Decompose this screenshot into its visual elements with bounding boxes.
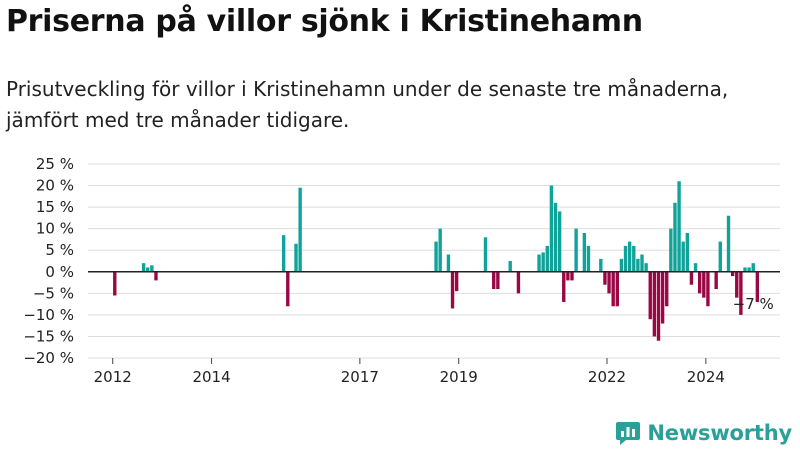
bar — [154, 271, 158, 281]
bar — [619, 258, 624, 272]
bar — [146, 267, 150, 272]
bar — [644, 263, 648, 272]
bar — [562, 271, 566, 302]
y-tick-label: −20 % — [23, 349, 74, 367]
bar — [541, 252, 545, 272]
bar — [689, 271, 694, 285]
bar — [627, 241, 632, 272]
bar — [492, 271, 496, 290]
bar — [603, 271, 607, 285]
bar — [730, 271, 735, 277]
x-tick-label: 2019 — [440, 368, 478, 386]
y-axis-labels: 25 % 20 % 15 % 10 % 5 % 0 % −5 % −10 % −15 % −20 … — [23, 155, 74, 367]
bar — [755, 271, 760, 302]
bar — [632, 245, 636, 272]
y-tick-label: −10 % — [23, 306, 74, 324]
bar — [483, 237, 488, 272]
bar — [656, 271, 661, 341]
bar — [553, 202, 558, 272]
bar — [747, 267, 751, 272]
bar — [582, 232, 587, 272]
bar — [281, 235, 286, 272]
bar — [286, 271, 290, 307]
bar — [718, 241, 722, 272]
bar — [446, 254, 451, 272]
y-tick-label: 15 % — [36, 198, 74, 216]
bar — [615, 271, 619, 307]
bar — [702, 271, 706, 298]
bar — [677, 181, 681, 272]
bar — [298, 187, 302, 272]
bar — [566, 271, 570, 281]
x-tick-label: 2017 — [341, 368, 379, 386]
x-tick-label: 2024 — [687, 368, 725, 386]
gridlines — [88, 163, 780, 359]
bar — [113, 271, 117, 296]
x-tick-label: 2022 — [588, 368, 626, 386]
bar — [454, 271, 459, 292]
bar — [496, 271, 500, 290]
newsworthy-logo-icon — [616, 422, 641, 445]
bar — [743, 267, 747, 272]
bars — [113, 181, 760, 341]
bar — [685, 232, 690, 272]
y-tick-label: 20 % — [36, 177, 74, 195]
bar — [693, 263, 698, 272]
bar — [726, 215, 731, 272]
bar — [714, 271, 718, 290]
x-tick-label: 2014 — [192, 368, 230, 386]
bar — [660, 271, 665, 324]
bar — [549, 185, 554, 272]
bar — [665, 271, 669, 307]
bar — [611, 271, 615, 307]
bar — [450, 271, 455, 309]
bar — [599, 258, 603, 272]
bar — [516, 271, 521, 294]
bar — [150, 265, 154, 272]
x-axis: 2012 2014 2017 2019 2022 2024 — [94, 358, 725, 386]
bar — [673, 202, 677, 272]
chart-title: Priserna på villor sjönk i Kristinehamn — [6, 4, 643, 39]
bar — [735, 271, 739, 298]
chart-subtitle: Prisutveckling för villor i Kristinehamn… — [6, 77, 729, 132]
bar — [141, 263, 146, 272]
bar — [545, 245, 549, 272]
bar — [623, 245, 628, 272]
brand-name: Newsworthy — [647, 421, 792, 445]
x-tick-label: 2012 — [94, 368, 132, 386]
bar — [636, 258, 640, 272]
y-tick-label: −15 % — [23, 327, 74, 345]
y-tick-label: 5 % — [45, 241, 74, 259]
bar — [574, 228, 578, 272]
bar — [570, 271, 574, 281]
bar — [586, 245, 591, 272]
bar — [706, 271, 710, 307]
bar — [648, 271, 652, 320]
bar — [537, 254, 541, 272]
bar — [652, 271, 657, 337]
bar — [607, 271, 611, 294]
bar — [434, 241, 438, 272]
last-value-label: −7 % — [733, 295, 774, 313]
bar — [508, 261, 512, 272]
y-tick-label: −5 % — [33, 284, 74, 302]
y-tick-label: 0 % — [45, 263, 74, 281]
bar — [294, 243, 298, 272]
bar — [557, 211, 562, 272]
newsworthy-brand: Newsworthy — [615, 420, 792, 446]
bar-chart: 25 % 20 % 15 % 10 % 5 % 0 % −5 % −10 % −15 % −20 … — [23, 155, 780, 386]
bar — [739, 271, 743, 315]
annotations: −7 % — [733, 295, 774, 313]
y-tick-label: 25 % — [36, 155, 74, 173]
bar — [681, 241, 685, 272]
y-tick-label: 10 % — [36, 220, 74, 238]
bar — [751, 263, 755, 272]
bar — [640, 254, 644, 272]
bar — [438, 228, 442, 272]
bar — [669, 228, 673, 272]
bar — [697, 271, 702, 294]
